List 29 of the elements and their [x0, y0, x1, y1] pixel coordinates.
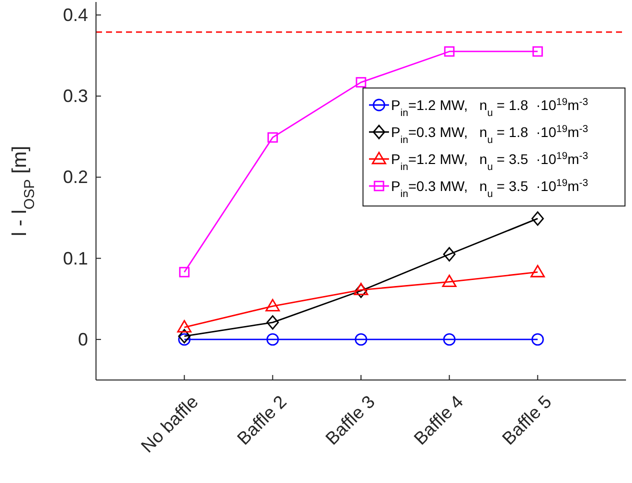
- point: [443, 333, 456, 346]
- point: [179, 266, 190, 278]
- y-tick-label: 0.1: [62, 248, 88, 268]
- y-tick-label: 0.2: [62, 167, 88, 188]
- point: [532, 46, 543, 57]
- point: [531, 211, 544, 226]
- point: [266, 333, 279, 346]
- point: [356, 77, 366, 88]
- legend-label: P$_{in}$=0.3 MW, n$_{u}$ = 3.5 ·10$^{19}$m$^{-3}$: [391, 178, 588, 200]
- point: [177, 320, 192, 332]
- point: [266, 315, 279, 330]
- y-tick-label: 0: [78, 329, 88, 350]
- point: [442, 274, 457, 288]
- legend-label: P$_{in}$=1.2 MW, n$_{u}$ = 1.8 ·10$^{19}$m$^{-3}$: [391, 96, 588, 118]
- point: [354, 282, 368, 296]
- point: [531, 333, 544, 346]
- y-tick-label: 0.3: [62, 86, 88, 106]
- legend-label: P$_{in}$=1.2 MW, n$_{u}$ = 3.5 ·10$^{19}$m$^{-3}$: [391, 150, 588, 172]
- point: [530, 264, 545, 278]
- point: [443, 247, 456, 262]
- point: [444, 46, 455, 57]
- point: [265, 298, 280, 312]
- point: [354, 284, 368, 298]
- legend-label: P$_{in}$=0.3 MW, n$_{u}$ = 1.8 ·10$^{19}$m$^{-3}$: [391, 124, 588, 146]
- y-tick-label: 0.4: [62, 4, 88, 25]
- point: [267, 132, 278, 143]
- point: [354, 333, 368, 346]
- point: [178, 328, 191, 344]
- point: [178, 333, 191, 346]
